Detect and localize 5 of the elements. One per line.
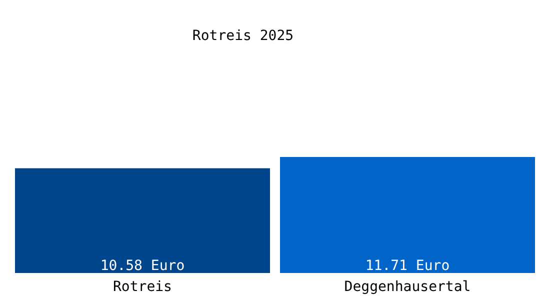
data-label: 11.71 Euro [365,258,450,274]
x-tick-label: Deggenhausertal [344,278,471,295]
x-tick-label: Rotreis [112,278,172,295]
data-label: 10.58 Euro [100,258,185,274]
chart-title: Rotreis 2025 [191,28,295,44]
